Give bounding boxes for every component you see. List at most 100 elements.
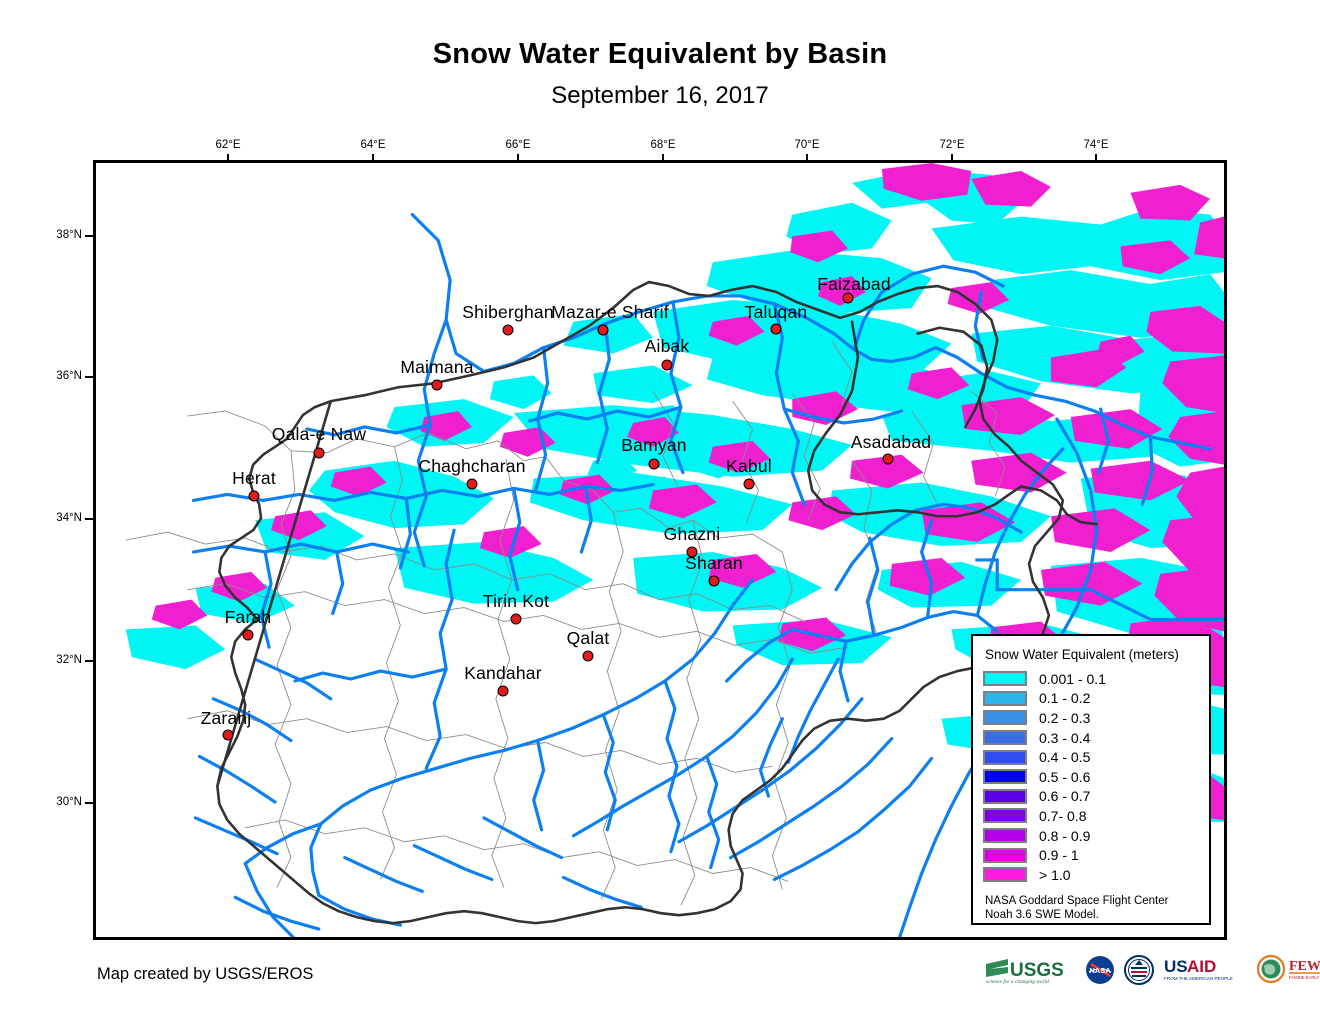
legend-title: Snow Water Equivalent (meters) <box>985 647 1179 662</box>
city-label: Faizabad <box>817 274 891 294</box>
legend-swatch <box>983 710 1027 726</box>
city-label: Maimana <box>400 357 474 377</box>
legend-swatch <box>983 769 1027 785</box>
lat-tick-label: 30°N <box>56 796 82 808</box>
svg-text:science for a changing world: science for a changing world <box>986 978 1049 985</box>
legend-label: 0.6 - 0.7 <box>1039 788 1091 805</box>
city-label: Herat <box>232 468 276 488</box>
lon-tick-label: 66°E <box>505 139 531 151</box>
city-marker[interactable] <box>497 685 509 697</box>
lon-tick-mark <box>1095 154 1097 163</box>
city-marker[interactable] <box>882 453 894 465</box>
page-title: Snow Water Equivalent by Basin <box>432 38 888 70</box>
nasa-logo[interactable]: NASA <box>1085 953 1115 987</box>
city-label: Kabul <box>726 456 772 476</box>
lon-tick-label: 70°E <box>794 139 820 151</box>
legend-label: 0.3 - 0.4 <box>1039 729 1091 746</box>
lon-tick-label: 62°E <box>215 139 241 151</box>
city-label: Sharan <box>685 553 743 573</box>
legend-swatch <box>983 808 1027 824</box>
city-label: Taluqan <box>744 302 808 322</box>
city-label: Qalat <box>566 628 610 648</box>
legend-row[interactable]: 0.6 - 0.7 <box>983 787 1199 807</box>
legend-row[interactable]: 0.7- 0.8 <box>983 806 1199 826</box>
fews-net-logo[interactable]: FEWS NET FAMINE EARLY WARNING SYSTEMS NE… <box>1256 953 1320 987</box>
legend-label: 0.001 - 0.1 <box>1039 670 1106 687</box>
lon-tick-label: 72°E <box>939 139 965 151</box>
usaid-logo[interactable]: US AID FROM THE AMERICAN PEOPLE <box>1163 953 1247 987</box>
legend-swatch <box>983 847 1027 863</box>
usaid-seal-logo[interactable] <box>1124 953 1154 987</box>
city-marker[interactable] <box>248 490 260 502</box>
lon-tick-mark <box>951 154 953 163</box>
legend-row[interactable]: 0.1 - 0.2 <box>983 689 1199 709</box>
svg-text:US: US <box>1164 957 1188 976</box>
map-canvas[interactable]: Faizabad Shiberghan Mazar-e Sharif Taluqan A… <box>93 160 1227 940</box>
legend-row[interactable]: 0.5 - 0.6 <box>983 767 1199 787</box>
city-marker[interactable] <box>661 359 673 371</box>
city-marker[interactable] <box>510 613 522 625</box>
legend-swatch <box>983 788 1027 804</box>
lon-tick-label: 68°E <box>650 139 676 151</box>
lat-tick-label: 36°N <box>56 370 82 382</box>
city-marker[interactable] <box>842 292 854 304</box>
city-marker[interactable] <box>242 629 254 641</box>
rivers <box>191 213 1212 937</box>
lat-tick-mark <box>85 802 94 804</box>
city-marker[interactable] <box>582 650 594 662</box>
legend-label: 0.4 - 0.5 <box>1039 749 1091 766</box>
city-marker[interactable] <box>502 324 514 336</box>
city-marker[interactable] <box>708 575 720 587</box>
city-marker[interactable] <box>222 729 234 741</box>
map-credit: Map created by USGS/EROS <box>97 965 314 983</box>
legend-note-line1: NASA Goddard Space Flight Center <box>985 894 1169 907</box>
city-label: Ghazni <box>663 524 721 544</box>
lon-tick-label: 64°E <box>360 139 386 151</box>
city-marker[interactable] <box>743 478 755 490</box>
lon-tick-mark <box>806 154 808 163</box>
city-label: Zaranj <box>200 708 252 728</box>
city-marker[interactable] <box>431 379 443 391</box>
legend-source-note: NASA Goddard Space Flight Center Noah 3.… <box>985 894 1199 923</box>
svg-text:FEWS NET: FEWS NET <box>1289 959 1320 974</box>
city-marker[interactable] <box>313 447 325 459</box>
lat-tick-label: 38°N <box>56 229 82 241</box>
city-label: Qala-e Naw <box>271 424 367 444</box>
legend-label: 0.1 - 0.2 <box>1039 690 1091 707</box>
legend-label: 0.7- 0.8 <box>1039 807 1087 824</box>
page-subtitle: September 16, 2017 <box>551 82 769 109</box>
lon-tick-mark <box>372 154 374 163</box>
legend-panel[interactable]: Snow Water Equivalent (meters) 0.001 - 0… <box>971 634 1211 925</box>
legend-row[interactable]: 0.001 - 0.1 <box>983 669 1199 689</box>
lat-tick-mark <box>85 235 94 237</box>
city-label: Aibak <box>644 336 690 356</box>
city-label: Kandahar <box>464 663 542 683</box>
legend-row[interactable]: 0.4 - 0.5 <box>983 747 1199 767</box>
city-marker[interactable] <box>770 323 782 335</box>
legend-swatch <box>983 730 1027 746</box>
legend-swatch <box>983 671 1027 687</box>
svg-text:FAMINE EARLY WARNING SYSTEMS N: FAMINE EARLY WARNING SYSTEMS NETWORK <box>1289 975 1320 980</box>
lon-tick-label: 74°E <box>1083 139 1109 151</box>
city-label: Chaghcharan <box>418 456 526 476</box>
svg-text:AID: AID <box>1187 957 1216 976</box>
legend-row[interactable]: > 1.0 <box>983 865 1199 885</box>
legend-row[interactable]: 0.3 - 0.4 <box>983 728 1199 748</box>
lat-tick-mark <box>85 518 94 520</box>
legend-label: 0.2 - 0.3 <box>1039 709 1091 726</box>
city-marker[interactable] <box>686 546 698 558</box>
lon-tick-mark <box>227 154 229 163</box>
city-label: Asadabad <box>850 432 932 452</box>
city-marker[interactable] <box>648 458 660 470</box>
usgs-logo[interactable]: USGS science for a changing world <box>984 953 1076 987</box>
city-label: Tirin Kot <box>482 591 550 611</box>
legend-swatch <box>983 867 1027 883</box>
legend-row[interactable]: 0.9 - 1 <box>983 845 1199 865</box>
agency-logos: USGS science for a changing world NASA U… <box>984 950 1320 990</box>
city-marker[interactable] <box>466 478 478 490</box>
legend-row[interactable]: 0.2 - 0.3 <box>983 708 1199 728</box>
city-marker[interactable] <box>597 324 609 336</box>
legend-row[interactable]: 0.8 - 0.9 <box>983 826 1199 846</box>
legend-rows: 0.001 - 0.1 0.1 - 0.2 0.2 - 0.3 0.3 - 0.4 0.… <box>983 669 1199 885</box>
lat-tick-label: 34°N <box>56 512 82 524</box>
